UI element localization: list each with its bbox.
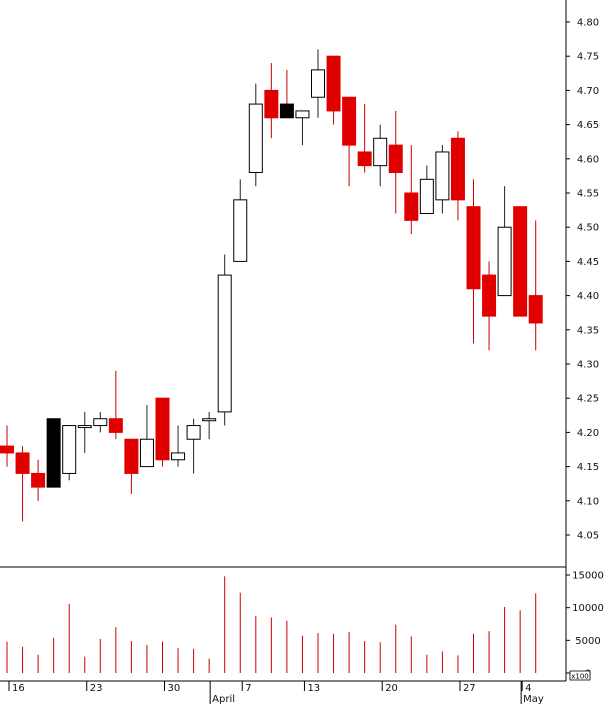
price-tick-label: 4.80 [577, 18, 599, 29]
candle-body [357, 151, 372, 167]
candle-body [528, 295, 543, 324]
candle-body [482, 274, 497, 317]
price-tick-label: 4.40 [577, 291, 599, 302]
candle-body [139, 438, 154, 468]
candle-body [31, 472, 46, 488]
volume-scale-badge-text: x100 [571, 673, 589, 681]
x-axis: 16 23 30 7 13 20 27 4 April May [0, 680, 566, 704]
candle-body [93, 418, 108, 427]
price-tick-label: 4.15 [577, 462, 599, 473]
price-tick-label: 4.45 [577, 257, 599, 268]
month-label: May [523, 694, 544, 704]
price-tick-label: 4.55 [577, 189, 599, 200]
candle-body [171, 452, 186, 461]
candle-body [186, 425, 201, 440]
candle-body [404, 192, 419, 221]
candle-body [233, 199, 248, 262]
price-tick-label: 4.75 [577, 52, 599, 63]
price-tick-label: 4.35 [577, 325, 599, 336]
volume-tick-label: 10000 [572, 603, 604, 614]
candle-body [295, 110, 310, 119]
date-label: 27 [463, 683, 476, 694]
candle-body [15, 452, 30, 474]
candle-body [450, 137, 465, 201]
volume-scale-badge [569, 670, 591, 681]
price-tick-label: 4.05 [577, 531, 599, 542]
date-label: 23 [90, 683, 103, 694]
price-tick-label: 4.30 [577, 360, 599, 371]
candle-body [466, 206, 481, 290]
date-label: 30 [168, 683, 181, 694]
candle-body [279, 103, 294, 119]
volume-tick-label: 15000 [572, 571, 604, 582]
candle-body [264, 89, 279, 119]
price-tick-label: 4.25 [577, 394, 599, 405]
price-tick-label: 4.70 [577, 86, 599, 97]
candle-body [435, 151, 450, 201]
candle-body [326, 55, 341, 112]
volume-panel: 150001000050000x100 [6, 571, 604, 681]
candle-body [373, 137, 388, 167]
date-label: 20 [385, 683, 398, 694]
date-label: 13 [307, 683, 320, 694]
price-tick-label: 4.10 [577, 496, 599, 507]
candle-body [124, 438, 139, 474]
price-tick-label: 4.65 [577, 120, 599, 131]
date-label: 4 [525, 683, 531, 694]
candle-body [62, 425, 77, 474]
volume-tick-label: 5000 [575, 636, 600, 647]
price-tick-label: 4.20 [577, 428, 599, 439]
candle-body [202, 418, 217, 422]
candle-body [513, 206, 528, 317]
date-label: 16 [12, 683, 25, 694]
candle-body [108, 418, 123, 433]
candle-body [46, 418, 61, 488]
candle-body [419, 178, 434, 215]
price-tick-label: 4.50 [577, 223, 599, 234]
candle-body [248, 103, 263, 173]
candle-body [497, 226, 512, 297]
candle-body [217, 274, 232, 413]
candle-body [388, 144, 403, 173]
date-label: 7 [245, 683, 251, 694]
candle-body [77, 425, 92, 429]
price-tick-label: 4.60 [577, 154, 599, 165]
candle-body [311, 69, 325, 98]
price-panel: 4.80 4.75 4.70 4.65 4.60 4.55 4.50 4.45 4.40 4.35… [0, 0, 599, 681]
candle-body [155, 397, 170, 461]
month-label: April [212, 694, 235, 704]
candle-body [0, 445, 14, 454]
candle-body [342, 96, 357, 146]
